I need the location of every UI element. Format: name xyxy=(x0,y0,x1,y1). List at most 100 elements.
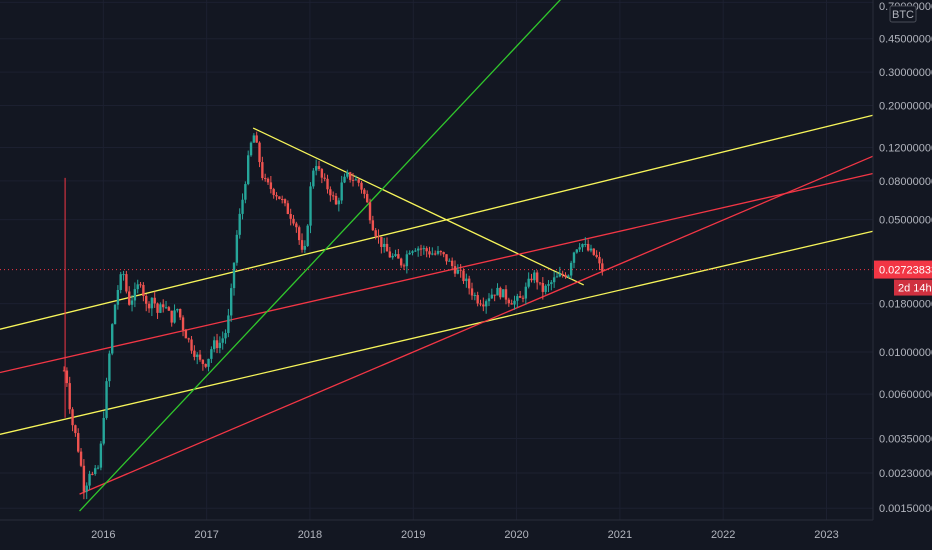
candle-body xyxy=(419,248,423,250)
candle-body xyxy=(552,277,556,283)
candle-body xyxy=(501,289,505,298)
candle-body xyxy=(218,342,222,349)
candle-body xyxy=(113,304,117,325)
candle-body xyxy=(533,272,536,281)
candle-body xyxy=(448,260,451,262)
candle-body xyxy=(244,184,247,200)
candle-body xyxy=(524,286,528,299)
y-tick-label: 0.20000000 xyxy=(879,100,932,112)
candle-body xyxy=(567,275,570,277)
candle-body xyxy=(351,179,355,181)
candle-body xyxy=(397,254,400,259)
candle-body xyxy=(309,186,312,226)
candle-body xyxy=(535,272,539,283)
candle-body xyxy=(572,252,576,263)
candle-body xyxy=(547,284,550,286)
candle-body xyxy=(527,278,530,287)
candle-body xyxy=(269,182,273,190)
y-tick-label: 0.01000000 xyxy=(879,347,932,359)
candle-body xyxy=(504,289,508,300)
candle-body xyxy=(357,179,360,183)
candle-body xyxy=(289,213,292,219)
candle-body xyxy=(136,284,139,290)
candle-body xyxy=(368,202,372,221)
candle-body xyxy=(382,243,386,247)
candle-body xyxy=(258,142,261,163)
candle-body xyxy=(377,236,380,238)
candle-body xyxy=(102,417,105,444)
candle-body xyxy=(564,274,567,277)
candle-body xyxy=(91,473,94,475)
candle-body xyxy=(507,299,511,304)
candle-body xyxy=(363,189,366,194)
candle-body xyxy=(156,303,159,313)
candle-body xyxy=(204,363,207,367)
x-tick-label: 2021 xyxy=(608,529,632,541)
candle-body xyxy=(405,254,409,267)
candle-body xyxy=(402,265,406,267)
current-price-badge xyxy=(874,260,932,279)
candle-body xyxy=(473,295,477,297)
trendline-1[interactable] xyxy=(0,114,874,330)
candle-body xyxy=(385,243,389,252)
candle-body xyxy=(150,297,154,309)
x-tick-labels: 2016 2017 2018 2019 2020 2021 2022 2023 xyxy=(91,529,839,541)
candle-body xyxy=(399,258,403,266)
candle-body xyxy=(201,359,205,364)
candle-body xyxy=(334,195,338,205)
candle-body xyxy=(521,297,525,299)
candle-body xyxy=(128,291,131,305)
candle-body xyxy=(196,354,199,357)
candle-body xyxy=(425,248,428,252)
candle-body xyxy=(198,354,202,360)
candle-body xyxy=(263,178,267,180)
candle-body xyxy=(317,166,321,170)
candle-body xyxy=(125,274,128,292)
candle-body xyxy=(433,253,437,255)
candle-body xyxy=(569,262,573,276)
candle-body xyxy=(147,303,151,309)
candle-body xyxy=(300,240,304,250)
candle-body xyxy=(431,253,434,255)
candle-body xyxy=(266,178,270,183)
candle-body xyxy=(442,252,445,255)
candle-body xyxy=(241,199,244,214)
candle-body xyxy=(181,317,185,331)
candle-body xyxy=(388,251,392,258)
trendline-5[interactable] xyxy=(79,155,874,495)
current-price-label: 0.02723833 2d 14h xyxy=(874,260,932,296)
trendline-3[interactable] xyxy=(252,127,585,286)
candle-body xyxy=(167,307,171,311)
candle-body xyxy=(170,310,173,323)
candle-body xyxy=(340,182,343,201)
candle-body xyxy=(561,273,564,275)
candle-body xyxy=(179,308,182,318)
candle-body xyxy=(190,339,193,351)
current-price-value: 0.02723833 xyxy=(879,265,932,277)
trendline-6[interactable] xyxy=(79,0,569,512)
trendline-2[interactable] xyxy=(0,230,874,435)
trendline-4[interactable] xyxy=(0,172,874,374)
candle-body xyxy=(162,304,165,308)
y-tick-label: 0.08000000 xyxy=(879,176,932,188)
candle-body xyxy=(496,287,499,296)
candle-body xyxy=(544,285,547,292)
candle-body xyxy=(85,485,88,492)
candle-body xyxy=(530,278,533,281)
time-axis-panel[interactable] xyxy=(0,520,932,550)
candle-body xyxy=(329,189,332,196)
candle-body xyxy=(394,254,397,256)
candle-body xyxy=(482,304,485,307)
candle-body xyxy=(227,315,230,333)
y-tick-label: 0.30000000 xyxy=(879,67,932,79)
candle-body xyxy=(428,251,431,255)
candle-body xyxy=(550,282,553,285)
candle-body xyxy=(323,177,326,179)
candle-body xyxy=(380,236,383,247)
currency-badge: BTC xyxy=(889,5,917,23)
candle-body xyxy=(187,338,190,340)
currency-badge-box xyxy=(889,5,917,23)
candle-body xyxy=(139,284,142,286)
candle-body xyxy=(575,249,579,253)
